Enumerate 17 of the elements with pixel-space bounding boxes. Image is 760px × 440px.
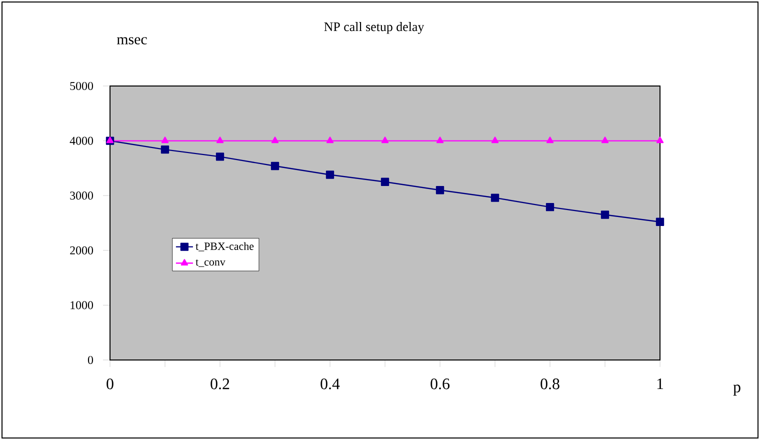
x-tick-label: 0.6	[430, 378, 450, 390]
y-tick-label: 3000	[70, 192, 94, 200]
y-tick-label: 5000	[70, 82, 94, 90]
y-axis-title: msec	[116, 37, 147, 44]
chart-title: NP call setup delay	[324, 22, 424, 34]
y-tick-label: 2000	[70, 246, 94, 254]
x-tick-label: 0.8	[540, 378, 560, 390]
y-tick-label: 0	[88, 356, 94, 364]
x-tick-label: 0	[106, 378, 114, 390]
x-axis-title: p	[733, 384, 740, 396]
legend-label: t_conv	[196, 259, 226, 267]
legend-label: t_PBX-cache	[196, 242, 254, 252]
y-tick-label: 1000	[70, 301, 94, 310]
x-tick-label: 1	[657, 378, 664, 390]
x-tick-label: 0.4	[320, 378, 340, 390]
y-tick-label: 4000	[70, 136, 94, 145]
x-tick-label: 0.2	[210, 378, 230, 390]
